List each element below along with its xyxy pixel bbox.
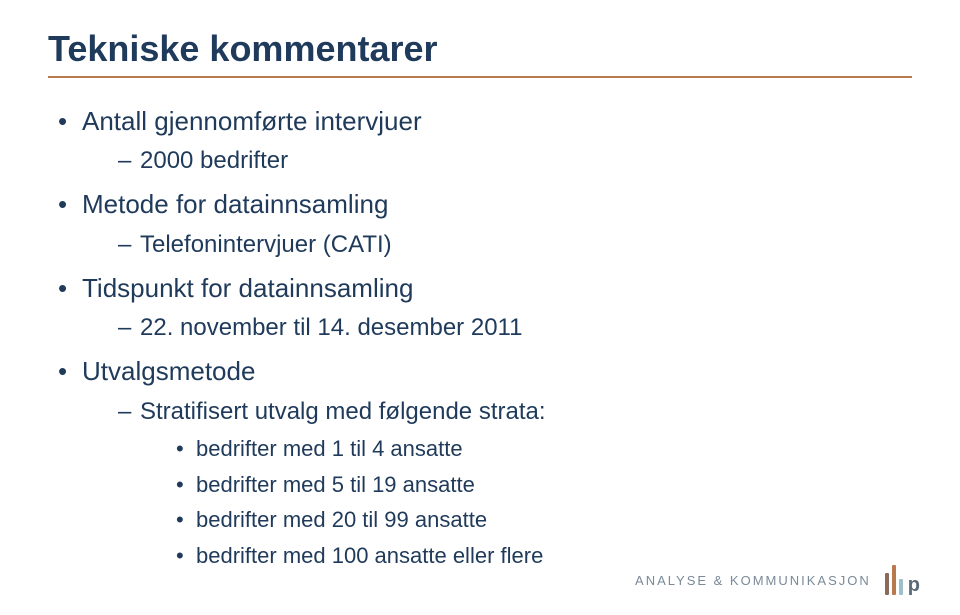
footer: ANALYSE & KOMMUNIKASJON p bbox=[635, 565, 920, 595]
list-item: 2000 bedrifter bbox=[118, 145, 912, 177]
list-item: Telefonintervjuer (CATI) bbox=[118, 229, 912, 261]
list-item-text: Utvalgsmetode bbox=[82, 356, 255, 386]
list-item: bedrifter med 20 til 99 ansatte bbox=[176, 505, 912, 535]
list-item-text: 2000 bedrifter bbox=[140, 147, 288, 174]
bullet-sublist: Telefonintervjuer (CATI) bbox=[82, 229, 912, 261]
bullet-subsublist: bedrifter med 1 til 4 ansatte bedrifter … bbox=[140, 434, 912, 571]
list-item: bedrifter med 1 til 4 ansatte bbox=[176, 434, 912, 464]
list-item: 22. november til 14. desember 2011 bbox=[118, 312, 912, 344]
list-item-text: Antall gjennomførte intervjuer bbox=[82, 106, 422, 136]
title-rule bbox=[48, 76, 912, 78]
logo-bar bbox=[892, 565, 896, 595]
list-item: Tidspunkt for datainnsamling 22. novembe… bbox=[58, 271, 912, 344]
list-item-text: 22. november til 14. desember 2011 bbox=[140, 314, 522, 341]
list-item-text: bedrifter med 20 til 99 ansatte bbox=[196, 507, 487, 532]
footer-text: ANALYSE & KOMMUNIKASJON bbox=[635, 573, 871, 588]
bullet-sublist: Stratifisert utvalg med følgende strata:… bbox=[82, 396, 912, 571]
list-item: Stratifisert utvalg med følgende strata:… bbox=[118, 396, 912, 571]
list-item: Utvalgsmetode Stratifisert utvalg med fø… bbox=[58, 354, 912, 570]
list-item: bedrifter med 5 til 19 ansatte bbox=[176, 470, 912, 500]
logo-letter: p bbox=[908, 575, 920, 595]
bullet-sublist: 22. november til 14. desember 2011 bbox=[82, 312, 912, 344]
logo-icon: p bbox=[885, 565, 920, 595]
list-item-text: Telefonintervjuer (CATI) bbox=[140, 231, 392, 258]
bullet-list: Antall gjennomførte intervjuer 2000 bedr… bbox=[48, 104, 912, 571]
logo-bar bbox=[899, 579, 903, 595]
list-item-text: Stratifisert utvalg med følgende strata: bbox=[140, 398, 546, 425]
logo-bar bbox=[885, 573, 889, 595]
list-item-text: Tidspunkt for datainnsamling bbox=[82, 273, 413, 303]
list-item-text: bedrifter med 1 til 4 ansatte bbox=[196, 436, 463, 461]
list-item-text: bedrifter med 5 til 19 ansatte bbox=[196, 472, 475, 497]
list-item: Antall gjennomførte intervjuer 2000 bedr… bbox=[58, 104, 912, 177]
slide-title: Tekniske kommentarer bbox=[48, 28, 912, 70]
list-item-text: Metode for datainnsamling bbox=[82, 189, 388, 219]
list-item-text: bedrifter med 100 ansatte eller flere bbox=[196, 543, 543, 568]
list-item: Metode for datainnsamling Telefonintervj… bbox=[58, 187, 912, 260]
slide: Tekniske kommentarer Antall gjennomførte… bbox=[0, 0, 960, 615]
bullet-sublist: 2000 bedrifter bbox=[82, 145, 912, 177]
